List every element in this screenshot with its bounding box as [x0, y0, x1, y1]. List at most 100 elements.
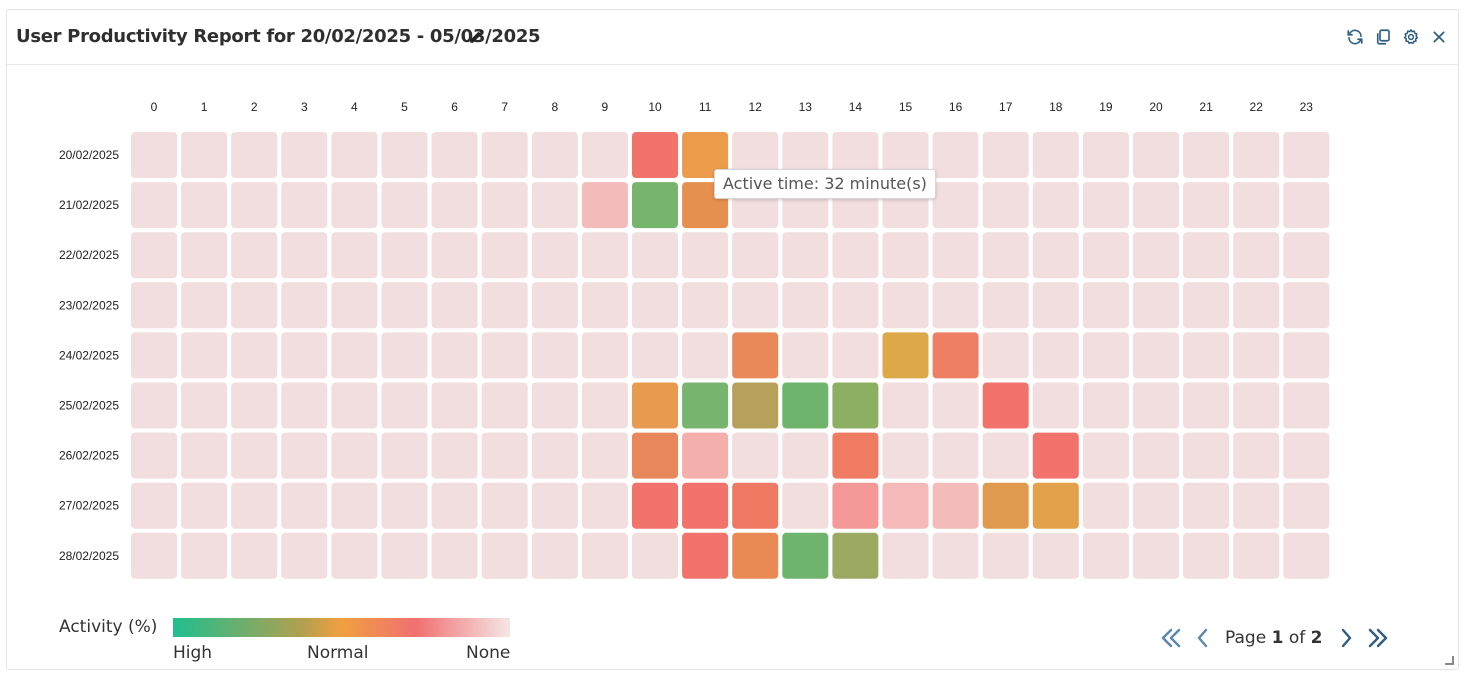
- heatmap-cell[interactable]: [882, 532, 929, 579]
- heatmap-cell[interactable]: [1283, 382, 1330, 429]
- heatmap-cell[interactable]: [581, 232, 628, 279]
- heatmap-cell[interactable]: [381, 332, 428, 379]
- heatmap-cell[interactable]: [381, 482, 428, 529]
- heatmap-cell[interactable]: [1133, 232, 1179, 279]
- heatmap-cell[interactable]: [581, 382, 628, 429]
- heatmap-cell[interactable]: [431, 482, 478, 529]
- heatmap-cell[interactable]: [1233, 232, 1280, 279]
- heatmap-cell[interactable]: [782, 282, 829, 329]
- first-page-icon[interactable]: [1155, 622, 1187, 654]
- heatmap-cell[interactable]: [982, 332, 1029, 379]
- heatmap-cell[interactable]: [1082, 132, 1129, 178]
- heatmap-cell[interactable]: [381, 382, 428, 429]
- heatmap-cell[interactable]: [581, 482, 628, 529]
- heatmap-cell[interactable]: [682, 382, 729, 429]
- heatmap-cell[interactable]: [481, 232, 528, 279]
- heatmap-cell[interactable]: [632, 182, 678, 229]
- heatmap-cell[interactable]: [131, 132, 177, 178]
- heatmap-cell[interactable]: [882, 482, 929, 529]
- heatmap-cell[interactable]: [431, 182, 478, 229]
- heatmap-cell[interactable]: [882, 232, 929, 279]
- heatmap-cell[interactable]: [832, 232, 879, 279]
- heatmap-cell[interactable]: [1032, 532, 1079, 579]
- heatmap-cell[interactable]: [1233, 132, 1280, 178]
- heatmap-cell[interactable]: [331, 482, 378, 529]
- heatmap-cell[interactable]: [531, 382, 578, 429]
- heatmap-cell[interactable]: [231, 482, 278, 529]
- copy-icon[interactable]: [1372, 26, 1394, 48]
- heatmap-cell[interactable]: [782, 332, 829, 379]
- heatmap-cell[interactable]: [331, 382, 378, 429]
- heatmap-cell[interactable]: [531, 482, 578, 529]
- heatmap-cell[interactable]: [331, 182, 378, 229]
- heatmap-cell[interactable]: [1183, 132, 1230, 178]
- heatmap-cell[interactable]: [531, 332, 578, 379]
- heatmap-cell[interactable]: [1233, 332, 1280, 379]
- heatmap-cell[interactable]: [331, 532, 378, 579]
- heatmap-cell[interactable]: [682, 532, 729, 579]
- heatmap-cell[interactable]: [281, 282, 328, 329]
- heatmap-cell[interactable]: [431, 232, 478, 279]
- heatmap-cell[interactable]: [982, 382, 1029, 429]
- heatmap-cell[interactable]: [181, 132, 228, 178]
- heatmap-cell[interactable]: [231, 282, 278, 329]
- heatmap-cell[interactable]: [682, 282, 729, 329]
- heatmap-cell[interactable]: [531, 282, 578, 329]
- heatmap-cell[interactable]: [682, 432, 729, 479]
- heatmap-cell[interactable]: [932, 482, 979, 529]
- heatmap-cell[interactable]: [281, 132, 328, 178]
- heatmap-cell[interactable]: [281, 532, 328, 579]
- heatmap-cell[interactable]: [431, 132, 478, 178]
- heatmap-cell[interactable]: [832, 482, 879, 529]
- heatmap-cell[interactable]: [682, 482, 729, 529]
- heatmap-cell[interactable]: [231, 432, 278, 479]
- next-page-icon[interactable]: [1330, 622, 1362, 654]
- heatmap-cell[interactable]: [331, 332, 378, 379]
- heatmap-cell[interactable]: [732, 482, 779, 529]
- heatmap-cell[interactable]: [381, 432, 428, 479]
- heatmap-cell[interactable]: [431, 332, 478, 379]
- heatmap-cell[interactable]: [1032, 332, 1079, 379]
- heatmap-cell[interactable]: [531, 132, 578, 178]
- heatmap-cell[interactable]: [1183, 182, 1230, 229]
- heatmap-cell[interactable]: [932, 432, 979, 479]
- heatmap-cell[interactable]: [982, 282, 1029, 329]
- heatmap-cell[interactable]: [1032, 482, 1079, 529]
- heatmap-cell[interactable]: [632, 332, 678, 379]
- heatmap-cell[interactable]: [231, 532, 278, 579]
- heatmap-cell[interactable]: [331, 132, 378, 178]
- heatmap-cell[interactable]: [131, 182, 177, 229]
- heatmap-cell[interactable]: [932, 282, 979, 329]
- heatmap-cell[interactable]: [782, 132, 829, 178]
- heatmap-cell[interactable]: [732, 282, 779, 329]
- heatmap-cell[interactable]: [932, 232, 979, 279]
- heatmap-cell[interactable]: [431, 432, 478, 479]
- settings-icon[interactable]: [1400, 26, 1422, 48]
- heatmap-cell[interactable]: [381, 532, 428, 579]
- heatmap-cell[interactable]: [281, 182, 328, 229]
- heatmap-cell[interactable]: [1233, 432, 1280, 479]
- heatmap-cell[interactable]: [181, 332, 228, 379]
- heatmap-cell[interactable]: [1283, 332, 1330, 379]
- heatmap-cell[interactable]: [732, 132, 779, 178]
- heatmap-cell[interactable]: [481, 532, 528, 579]
- heatmap-cell[interactable]: [1283, 432, 1330, 479]
- heatmap-cell[interactable]: [181, 482, 228, 529]
- heatmap-cell[interactable]: [131, 482, 177, 529]
- heatmap-cell[interactable]: [1133, 182, 1179, 229]
- heatmap-cell[interactable]: [131, 232, 177, 279]
- heatmap-cell[interactable]: [131, 282, 177, 329]
- heatmap-cell[interactable]: [632, 382, 678, 429]
- heatmap-cell[interactable]: [131, 532, 177, 579]
- heatmap-cell[interactable]: [832, 332, 879, 379]
- heatmap-cell[interactable]: [431, 282, 478, 329]
- heatmap-cell[interactable]: [1082, 232, 1129, 279]
- heatmap-cell[interactable]: [131, 332, 177, 379]
- heatmap-cell[interactable]: [581, 282, 628, 329]
- heatmap-cell[interactable]: [531, 432, 578, 479]
- heatmap-cell[interactable]: [531, 182, 578, 229]
- heatmap-cell[interactable]: [982, 132, 1029, 178]
- heatmap-cell[interactable]: [932, 332, 979, 379]
- heatmap-cell[interactable]: [481, 182, 528, 229]
- heatmap-cell[interactable]: [281, 382, 328, 429]
